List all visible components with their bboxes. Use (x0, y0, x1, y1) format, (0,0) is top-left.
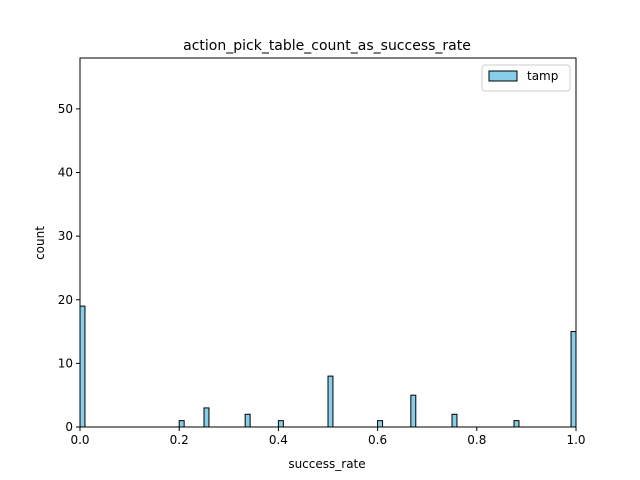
x-axis-label: success_rate (288, 457, 365, 471)
histogram-bar (277, 420, 284, 428)
y-tick-label: 20 (58, 293, 73, 307)
histogram-bar (203, 407, 210, 428)
x-tick-label: 0.6 (368, 433, 387, 447)
legend-label-tamp: tamp (527, 69, 558, 83)
histogram-bar (513, 420, 520, 428)
histogram-bar (410, 394, 417, 428)
legend: tamp (481, 64, 571, 92)
y-tick-label: 30 (58, 229, 73, 243)
x-tick-label: 1.0 (566, 433, 585, 447)
histogram-bar (327, 375, 334, 428)
x-tick-label: 0.8 (467, 433, 486, 447)
x-tick-label: 0.0 (70, 433, 89, 447)
histogram-bar (570, 331, 577, 428)
y-axis-ticks: 0 10 20 30 40 50 (58, 102, 80, 434)
histogram-bar (451, 413, 458, 428)
histogram-bar (79, 305, 86, 428)
y-tick-label: 50 (58, 102, 73, 116)
y-tick-label: 0 (65, 420, 73, 434)
y-tick-label: 10 (58, 356, 73, 370)
x-axis-ticks: 0.0 0.2 0.4 0.6 0.8 1.0 (70, 427, 586, 447)
x-tick-label: 0.2 (170, 433, 189, 447)
chart-title: action_pick_table_count_as_success_rate (183, 38, 471, 54)
y-tick-label: 40 (58, 166, 73, 180)
histogram-bar (178, 420, 185, 428)
histogram-bar (244, 413, 251, 428)
histogram-bar (377, 420, 384, 428)
x-tick-label: 0.4 (269, 433, 288, 447)
y-axis-label: count (33, 226, 47, 260)
plot-frame (79, 57, 577, 428)
legend-swatch-tamp (488, 70, 518, 82)
